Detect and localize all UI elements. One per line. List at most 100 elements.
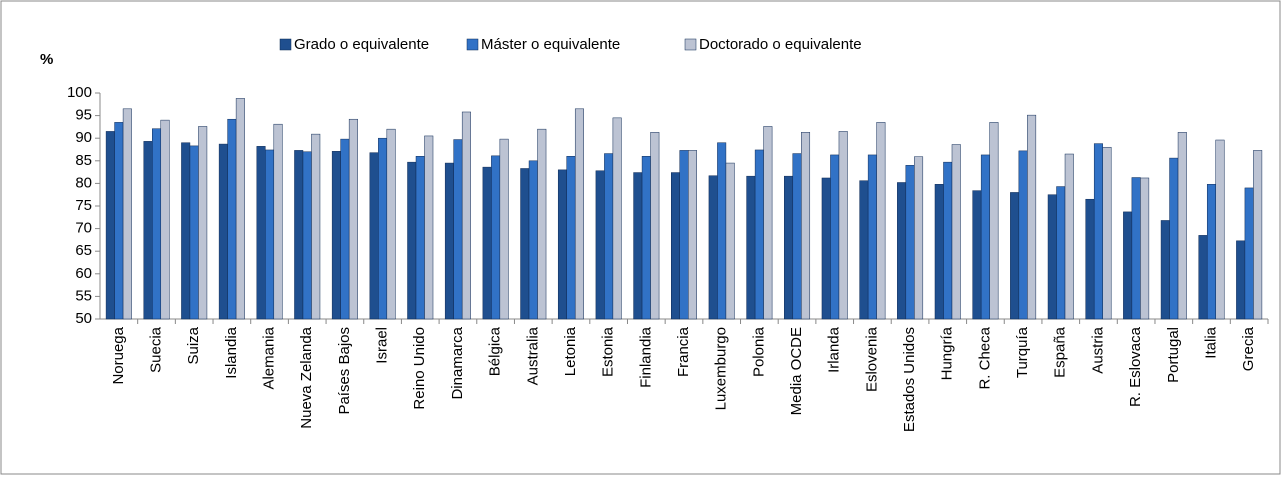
bar — [528, 160, 538, 320]
bar — [1215, 139, 1225, 320]
bar — [227, 118, 237, 320]
bar — [566, 156, 576, 320]
x-tick-label: Países Bajos — [336, 327, 353, 415]
bar — [784, 175, 794, 320]
legend-swatch — [466, 38, 479, 51]
y-tick-label: 95 — [75, 107, 92, 124]
bar — [763, 126, 773, 320]
bar — [1085, 198, 1095, 320]
bar — [152, 128, 162, 320]
bar — [574, 108, 584, 320]
bar — [378, 137, 388, 320]
x-tick-label: Finlandia — [637, 326, 654, 388]
x-tick-label: Hungría — [939, 326, 956, 380]
x-tick-label: Eslovenia — [863, 326, 880, 392]
bar — [1064, 153, 1074, 320]
bar — [867, 154, 877, 320]
bar — [1140, 177, 1150, 320]
bar — [989, 122, 999, 320]
bar — [876, 122, 886, 320]
bar — [708, 175, 718, 320]
x-tick-label: Turquía — [1014, 326, 1031, 378]
bar — [143, 141, 153, 320]
bar — [294, 150, 304, 320]
y-tick-label: 100 — [67, 84, 92, 101]
bar — [218, 143, 228, 320]
bar — [1047, 194, 1057, 320]
bar — [830, 154, 840, 320]
y-tick-label: 80 — [75, 174, 92, 191]
x-tick-label: Italia — [1202, 326, 1219, 358]
x-tick-label: Bélgica — [487, 326, 504, 376]
bar — [821, 177, 831, 320]
bar — [1131, 177, 1141, 320]
bar — [499, 138, 509, 320]
bar — [407, 161, 417, 320]
x-tick-label: Dinamarca — [449, 326, 466, 399]
bar — [453, 139, 463, 320]
y-tick-label: 65 — [75, 242, 92, 259]
bar — [838, 131, 848, 320]
bar — [386, 128, 396, 320]
bar — [537, 128, 547, 320]
bar — [1169, 157, 1179, 320]
bar — [905, 165, 915, 320]
bar — [491, 155, 501, 320]
bar — [114, 122, 124, 320]
bar — [1018, 150, 1028, 320]
x-tick-label: Reino Unido — [411, 327, 428, 410]
bar — [415, 156, 425, 320]
y-tick-label: 75 — [75, 197, 92, 214]
bar — [604, 153, 614, 320]
y-tick-label: 50 — [75, 310, 92, 327]
y-tick-label: 60 — [75, 265, 92, 282]
bar — [369, 152, 379, 320]
bar — [424, 135, 434, 320]
bar — [311, 133, 321, 320]
x-tick-label: Francia — [675, 326, 692, 377]
x-tick-label: Portugal — [1165, 327, 1182, 383]
bar — [1160, 220, 1170, 320]
x-tick-label: Nueva Zelanda — [298, 326, 315, 428]
bar — [801, 132, 811, 320]
bar — [1027, 114, 1037, 320]
bar — [1010, 192, 1020, 320]
bar — [1177, 132, 1187, 320]
bar — [595, 170, 605, 320]
bar — [754, 149, 764, 320]
x-tick-label: Alemania — [261, 326, 278, 389]
bar — [1056, 186, 1066, 320]
bar — [160, 119, 170, 320]
bar — [1253, 150, 1263, 320]
x-tick-label: Estados Unidos — [901, 327, 918, 432]
y-tick-label: 85 — [75, 152, 92, 169]
bar — [1236, 240, 1246, 320]
bar — [951, 144, 961, 320]
bar — [679, 150, 689, 320]
bar — [943, 161, 953, 320]
bar — [1244, 187, 1254, 320]
x-tick-label: Grecia — [1240, 326, 1257, 371]
bar — [1123, 211, 1133, 320]
bar — [340, 138, 350, 320]
bar — [444, 162, 454, 320]
y-axis-label: % — [40, 51, 53, 68]
bar — [688, 150, 697, 320]
bar — [650, 132, 660, 320]
bar — [934, 184, 944, 320]
bar — [641, 156, 651, 320]
bar — [717, 142, 727, 320]
bar — [897, 182, 907, 320]
x-tick-label: Noruega — [110, 326, 127, 384]
bar — [198, 126, 208, 320]
bar — [1198, 235, 1208, 320]
bar — [1206, 184, 1216, 320]
x-tick-label: Media OCDE — [788, 327, 805, 415]
bar — [557, 169, 567, 320]
bar — [461, 111, 471, 320]
bar — [671, 172, 680, 320]
bar — [746, 175, 756, 320]
y-tick-label: 55 — [75, 287, 92, 304]
bar — [859, 180, 869, 320]
